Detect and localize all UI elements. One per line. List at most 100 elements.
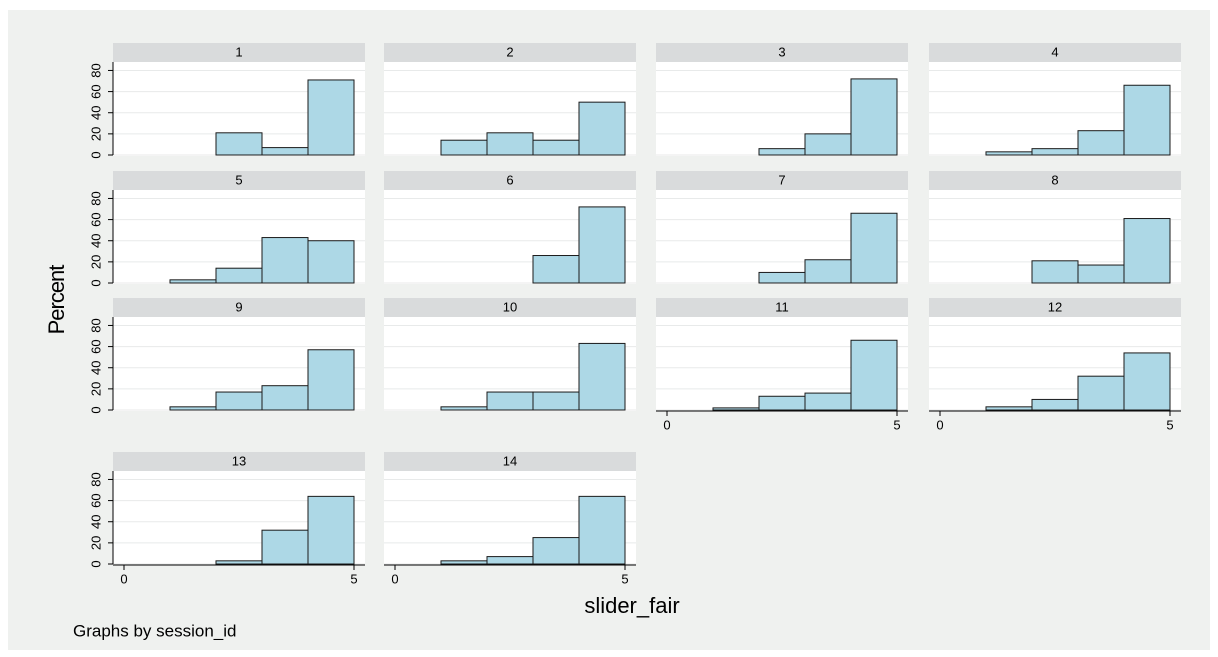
bar — [1077, 264, 1125, 284]
y-tick-label: 60 — [88, 84, 103, 98]
y-tick-label: 40 — [88, 233, 103, 247]
bar — [261, 147, 309, 156]
x-axis-label: slider_fair — [584, 593, 679, 618]
bar — [215, 560, 263, 565]
bar — [850, 78, 898, 156]
y-tick-label: 60 — [88, 493, 103, 507]
panel-title: 1 — [235, 44, 242, 59]
panel-title: 8 — [1051, 172, 1058, 187]
bar — [215, 132, 263, 156]
x-tick-label: 5 — [350, 571, 357, 586]
y-tick-label: 0 — [88, 151, 103, 158]
bar — [440, 560, 488, 565]
panel-header — [113, 43, 365, 62]
panel-header — [656, 171, 908, 190]
bar — [532, 255, 580, 284]
y-tick-label: 60 — [88, 212, 103, 226]
bar — [307, 349, 355, 411]
panel-header — [113, 452, 365, 471]
panel-header — [384, 43, 636, 62]
bar — [486, 391, 534, 411]
bar — [578, 206, 626, 284]
bar — [850, 212, 898, 284]
x-tick-label: 0 — [936, 417, 943, 432]
bar — [578, 342, 626, 411]
panel-header — [384, 452, 636, 471]
panel-title: 5 — [235, 172, 242, 187]
bar — [440, 139, 488, 156]
y-tick-label: 40 — [88, 360, 103, 374]
bar — [169, 279, 217, 284]
bar — [985, 406, 1033, 411]
y-tick-label: 0 — [88, 279, 103, 286]
y-tick-label: 20 — [88, 382, 103, 396]
bar — [215, 267, 263, 284]
bar — [804, 133, 852, 156]
bar — [1031, 148, 1079, 156]
panel-title: 3 — [778, 44, 785, 59]
bar — [169, 406, 217, 411]
panel-title: 10 — [503, 299, 517, 314]
bar — [758, 148, 806, 156]
bar — [1123, 84, 1171, 156]
panel-header — [384, 298, 636, 317]
panel-header — [929, 171, 1181, 190]
y-tick-label: 40 — [88, 105, 103, 119]
bar — [578, 101, 626, 156]
bar — [215, 391, 263, 411]
panel-title: 13 — [232, 453, 246, 468]
y-tick-label: 80 — [88, 63, 103, 77]
bar — [486, 556, 534, 565]
bar — [758, 395, 806, 411]
x-tick-label: 5 — [1166, 417, 1173, 432]
bar — [307, 495, 355, 565]
bar — [1031, 260, 1079, 284]
bar — [532, 391, 580, 411]
y-tick-label: 80 — [88, 318, 103, 332]
panel-title: 9 — [235, 299, 242, 314]
y-tick-label: 60 — [88, 339, 103, 353]
bar — [307, 79, 355, 156]
panel-header — [929, 298, 1181, 317]
bar — [804, 392, 852, 411]
x-tick-label: 0 — [120, 571, 127, 586]
panel-header — [113, 171, 365, 190]
x-tick-label: 0 — [391, 571, 398, 586]
note: Graphs by session_id — [73, 621, 236, 640]
bar — [261, 385, 309, 411]
panel-header — [656, 43, 908, 62]
bar — [486, 132, 534, 156]
bar — [1123, 352, 1171, 411]
bar — [1077, 375, 1125, 411]
bar — [712, 407, 760, 411]
panel-title: 4 — [1051, 44, 1058, 59]
x-tick-label: 0 — [663, 417, 670, 432]
bar — [1031, 398, 1079, 411]
panel-header — [384, 171, 636, 190]
y-tick-label: 20 — [88, 127, 103, 141]
y-tick-label: 80 — [88, 191, 103, 205]
y-axis-label: Percent — [44, 265, 69, 335]
panel-title: 11 — [775, 299, 789, 314]
panel-title: 7 — [778, 172, 785, 187]
y-tick-label: 0 — [88, 406, 103, 413]
bar — [850, 339, 898, 411]
panel-header — [113, 298, 365, 317]
bar — [440, 406, 488, 411]
y-tick-label: 20 — [88, 255, 103, 269]
bar — [532, 139, 580, 156]
y-tick-label: 0 — [88, 560, 103, 567]
panel-title: 6 — [506, 172, 513, 187]
x-tick-label: 5 — [893, 417, 900, 432]
bar — [307, 240, 355, 284]
panel-title: 12 — [1048, 299, 1062, 314]
bar — [804, 259, 852, 284]
bar — [532, 537, 580, 565]
y-tick-label: 40 — [88, 514, 103, 528]
panel-title: 2 — [506, 44, 513, 59]
y-tick-label: 20 — [88, 536, 103, 550]
bar — [1123, 218, 1171, 284]
bar — [985, 151, 1033, 156]
